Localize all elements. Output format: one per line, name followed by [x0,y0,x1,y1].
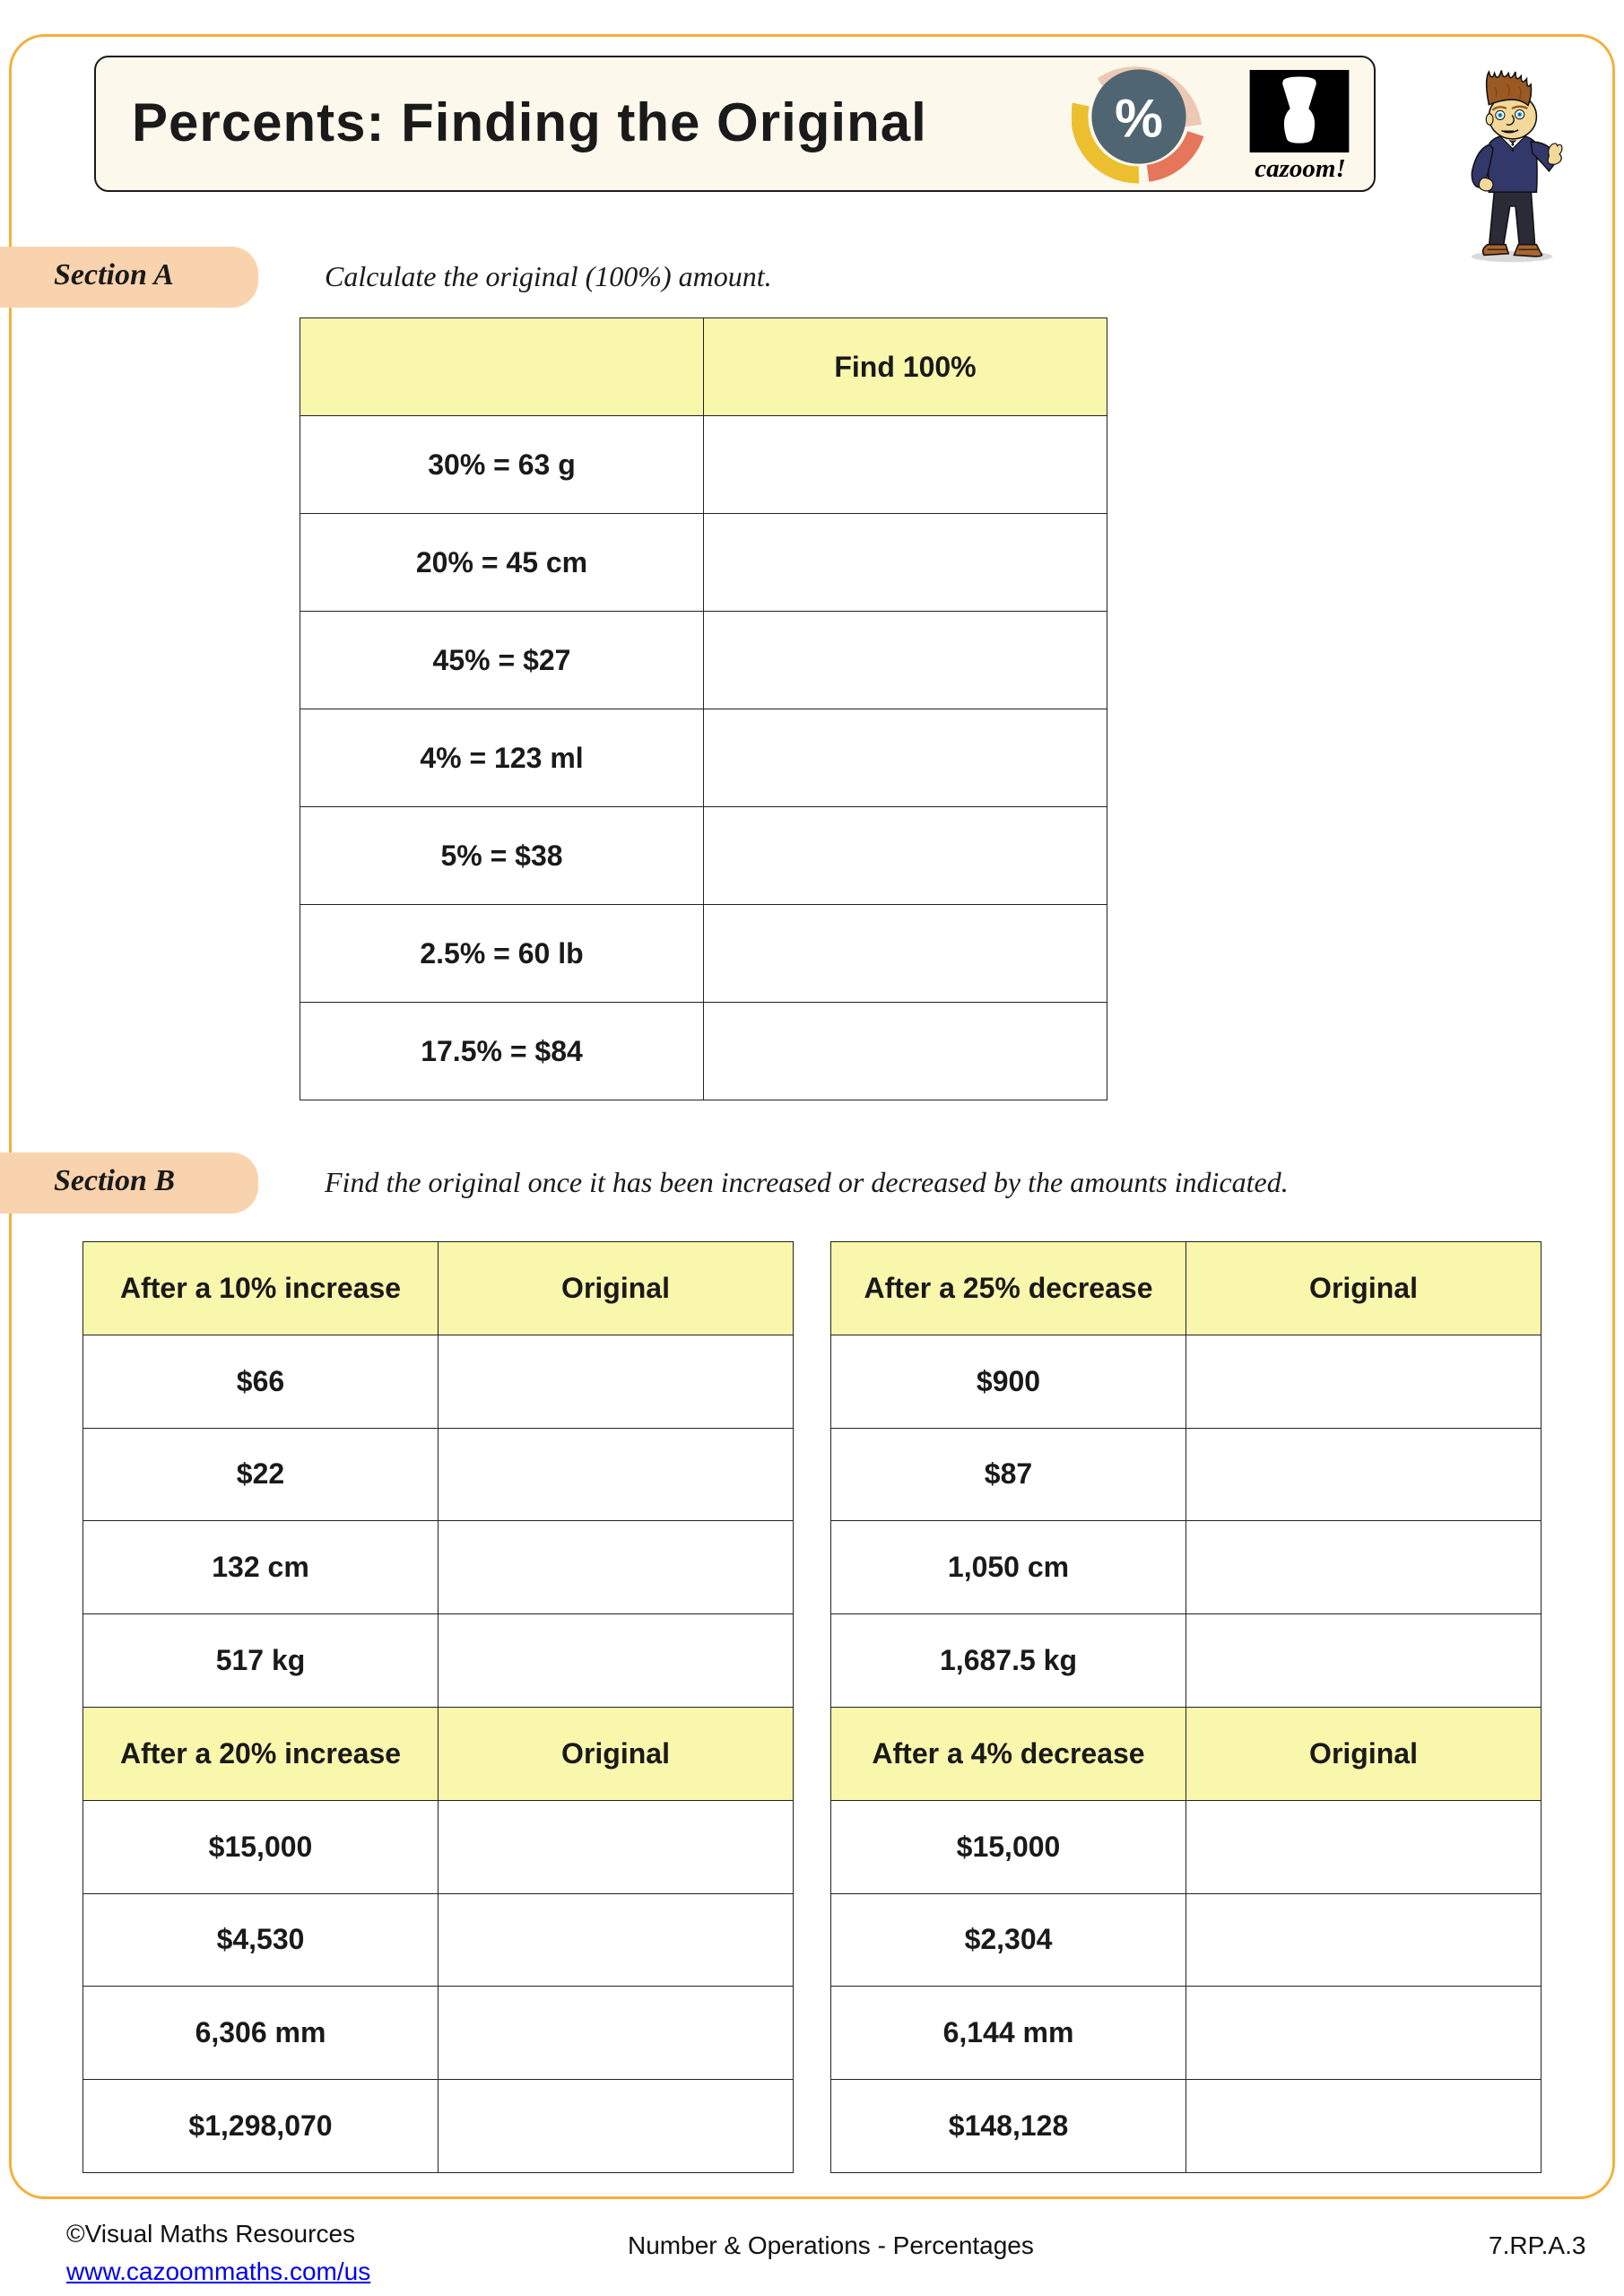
svg-text:%: % [1115,87,1163,148]
